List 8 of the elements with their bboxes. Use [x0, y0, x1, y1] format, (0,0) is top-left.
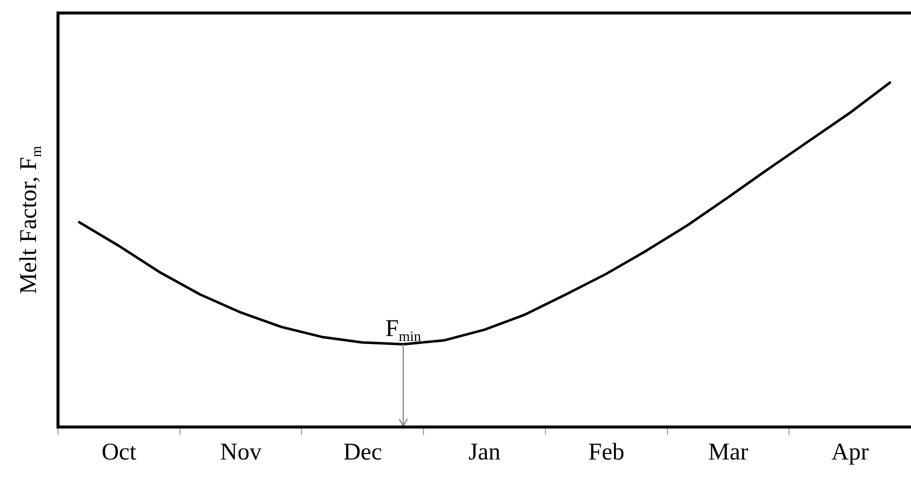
x-tick-label: Dec: [343, 440, 382, 466]
x-tick-label: Oct: [102, 440, 137, 466]
y-axis-title: Melt Factor, Fm: [16, 146, 45, 294]
x-tick-label: Apr: [831, 440, 869, 466]
x-tick-label: Nov: [220, 440, 262, 466]
x-tick-label: Mar: [708, 440, 748, 466]
x-tick-label: Jan: [468, 440, 500, 466]
x-tick-label: Feb: [588, 440, 624, 466]
